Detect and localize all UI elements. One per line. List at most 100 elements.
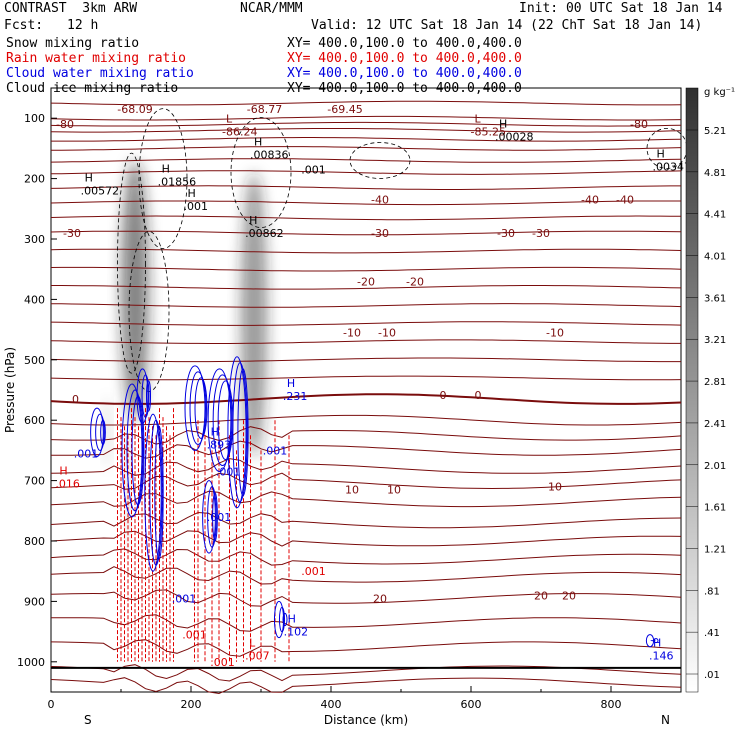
cloud-water-contour — [207, 486, 217, 548]
colorbar-label: 3.61 — [704, 293, 726, 304]
extremum-marker: H.146 — [649, 637, 674, 663]
colorbar-label: .41 — [704, 628, 720, 639]
temperature-label: 20 — [562, 589, 576, 602]
header-init: Init: 00 UTC Sat 18 Jan 14 — [519, 1, 723, 16]
y-tick-label: 100 — [24, 112, 45, 125]
header-project: CONTRAST 3km ARW — [4, 1, 138, 16]
temperature-label: -68.09 — [117, 103, 152, 116]
cloud-water-contour — [278, 606, 286, 633]
contour-labels: -80 -80 -68.09 -68.77 -69.45 -40 -40 -40 -30 -30 -… — [55, 103, 691, 669]
extremum-kind: H — [162, 163, 170, 176]
extremum-marker: H.00347 — [653, 148, 692, 174]
plot-area — [50, 87, 682, 693]
cloud-water-contour — [100, 419, 106, 445]
temperature-contour — [51, 285, 682, 290]
temperature-contour — [51, 146, 682, 151]
extremum-marker: H.001 — [184, 187, 209, 213]
extremum-value: .00347 — [653, 161, 692, 174]
cloud-water-contour — [232, 362, 248, 503]
x-tick-label: 200 — [181, 698, 202, 711]
x-tick-label: 400 — [321, 698, 342, 711]
cloud-water-contour — [95, 413, 105, 451]
temperature-label: 10 — [548, 481, 562, 494]
contour-value-label: .001 — [182, 629, 207, 642]
contour-value-label: .001 — [301, 164, 326, 177]
temperature-contour — [50, 170, 682, 175]
contour-value-label: .001 — [263, 444, 288, 457]
x-tick-label: 600 — [461, 698, 482, 711]
x-end-label-right: N — [661, 713, 670, 727]
temperature-label: 10 — [387, 484, 401, 497]
temperature-label: -30 — [497, 227, 515, 240]
temperature-contour — [50, 128, 682, 133]
extremum-marker: H.00572 — [81, 172, 120, 198]
cloud-water-contour — [141, 374, 150, 418]
y-tick-label: 800 — [24, 535, 45, 548]
x-tick-label: 800 — [601, 698, 622, 711]
colorbar-label: 2.41 — [704, 419, 726, 430]
extremum-kind: H — [254, 135, 262, 148]
extremum-marker: H.00836 — [250, 135, 289, 161]
cloud-water-contour — [126, 389, 144, 512]
cloud-water-contour — [207, 368, 232, 473]
y-tick-label: 200 — [24, 173, 45, 186]
temperature-contour — [50, 357, 681, 363]
extremum-value: .102 — [284, 626, 309, 639]
colorbar: g kg⁻¹ 5.21 4.81 4.41 4.01 3.61 3.21 2.81 2.41 2.… — [685, 87, 735, 693]
y-tick-label: 700 — [24, 475, 45, 488]
temperature-contour — [50, 230, 682, 236]
cloud-water-contours — [90, 356, 659, 648]
temperature-contour — [50, 548, 682, 566]
temperature-label: 20 — [373, 592, 387, 605]
cloud-water-contour — [184, 365, 206, 451]
cloud-water-contour — [227, 356, 247, 509]
contour-value-label: .001 — [301, 565, 326, 578]
temperature-contour — [50, 639, 682, 657]
field-xy-cloud-water: XY= 400.0,100.0 to 400.0,400.0 — [287, 66, 522, 81]
temperature-contour — [50, 266, 682, 272]
cloud-water-contour — [131, 395, 145, 506]
cloud-water-contour — [146, 380, 151, 412]
x-tick-label: 0 — [48, 698, 55, 711]
temperature-contour — [50, 321, 682, 326]
temperature-contour — [50, 490, 682, 508]
cloud-water-contour — [282, 612, 288, 627]
cloud-ice-contour — [117, 152, 146, 374]
colorbar-label: 4.01 — [704, 252, 726, 263]
snow-plume — [103, 396, 111, 469]
extremum-value: -86.24 — [222, 125, 257, 138]
temperature-contours — [50, 100, 682, 695]
extremum-kind: H — [85, 172, 93, 185]
temperature-label: -10 — [343, 327, 361, 340]
extremum-marker: H.00862 — [245, 214, 284, 240]
temperature-label: -10 — [378, 327, 396, 340]
cloud-water-contour — [273, 600, 285, 639]
temperature-label: -30 — [532, 227, 550, 240]
temperature-contour — [50, 339, 681, 344]
cloud-ice-contour — [138, 108, 188, 250]
temperature-contour — [50, 215, 682, 221]
temperature-contour — [50, 511, 682, 529]
field-xy-rain: XY= 400.0,100.0 to 400.0,400.0 — [287, 51, 522, 66]
cloud-water-contour — [144, 413, 162, 572]
temperature-contour — [50, 566, 682, 585]
extremum-value: .146 — [649, 650, 674, 663]
extremum-marker: L-85.25 — [471, 112, 506, 138]
extremum-value: .016 — [55, 478, 80, 491]
colorbar-label: 4.41 — [704, 210, 726, 221]
header-center: NCAR/MMM — [240, 1, 303, 16]
extremum-marker: H.00028 — [495, 117, 534, 143]
cloud-ice-contour — [349, 142, 411, 179]
colorbar-label: 3.21 — [704, 335, 726, 346]
temperature-label: 20 — [534, 589, 548, 602]
contour-value-label: .001 — [172, 592, 197, 605]
rain-water-contours — [117, 408, 290, 662]
colorbar-label: .81 — [704, 586, 720, 597]
cloud-water-contour — [149, 419, 163, 566]
extremum-kind: L — [475, 112, 482, 125]
colorbar-label: 1.61 — [704, 503, 726, 514]
cloud-water-contour — [212, 374, 233, 467]
x-end-label-left: S — [84, 713, 92, 727]
extremum-kind: H — [499, 117, 507, 130]
